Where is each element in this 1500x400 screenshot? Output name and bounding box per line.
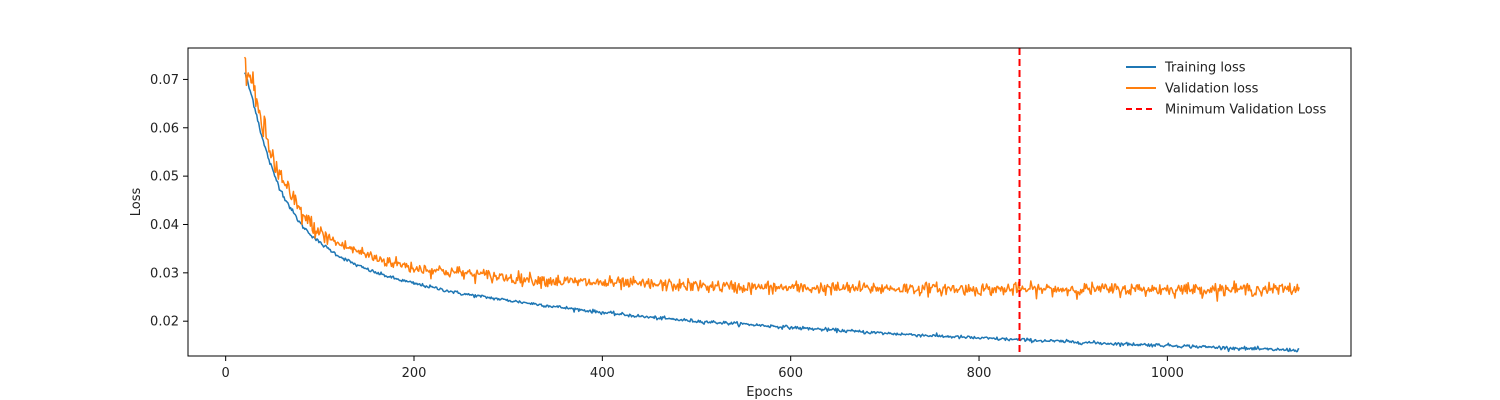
x-tick-label: 600 bbox=[778, 366, 803, 381]
y-axis: 0.02 0.03 0.04 0.05 0.06 0.07 bbox=[150, 73, 188, 330]
legend-label: Training loss bbox=[1164, 61, 1246, 76]
plot-frame bbox=[187, 47, 1352, 357]
validation-loss-line bbox=[243, 56, 1300, 302]
y-axis-label: Loss bbox=[129, 188, 144, 217]
training-loss-line bbox=[243, 72, 1300, 353]
x-axis: 0 200 400 600 800 1000 bbox=[222, 356, 1184, 381]
x-tick-label: 400 bbox=[590, 366, 615, 381]
x-tick-label: 200 bbox=[402, 366, 427, 381]
y-tick-label: 0.03 bbox=[150, 266, 179, 281]
y-tick-label: 0.04 bbox=[150, 218, 179, 233]
y-tick-label: 0.07 bbox=[150, 73, 179, 88]
series-layer bbox=[243, 48, 1300, 356]
x-tick-label: 1000 bbox=[1151, 366, 1184, 381]
y-tick-label: 0.06 bbox=[150, 121, 179, 136]
y-tick-label: 0.05 bbox=[150, 170, 179, 185]
y-tick-label: 0.02 bbox=[150, 315, 179, 330]
legend-label: Validation loss bbox=[1165, 82, 1259, 97]
x-tick-label: 0 bbox=[222, 366, 230, 381]
x-tick-label: 800 bbox=[967, 366, 992, 381]
x-axis-label: Epochs bbox=[746, 385, 793, 400]
legend: Training loss Validation loss Minimum Vali… bbox=[1126, 61, 1326, 118]
legend-label: Minimum Validation Loss bbox=[1165, 103, 1326, 118]
